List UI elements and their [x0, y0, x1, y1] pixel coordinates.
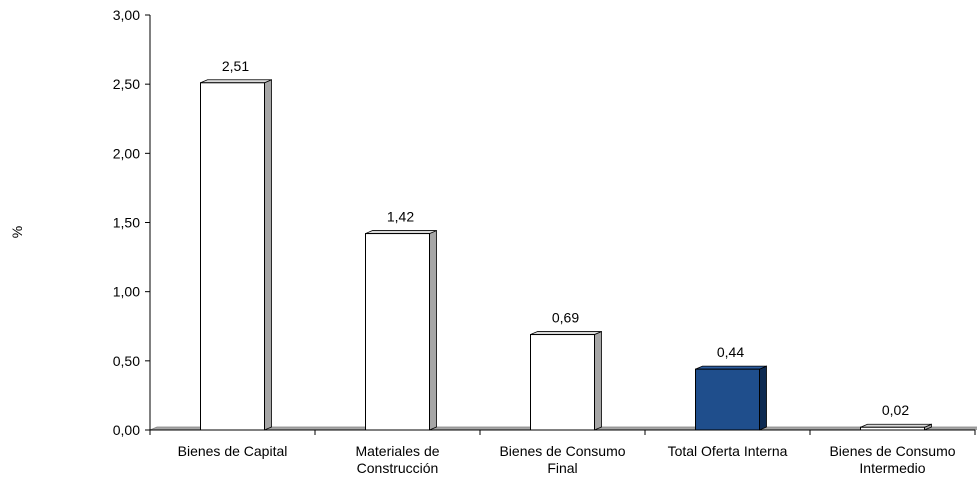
- x-tick-label: Bienes de Capital: [178, 443, 288, 459]
- bar: [365, 233, 430, 431]
- bar-side: [759, 365, 767, 431]
- x-tick-label: Total Oferta Interna: [668, 443, 788, 459]
- data-label: 1,42: [387, 209, 414, 225]
- bar-side: [594, 330, 602, 431]
- data-label: 0,02: [882, 402, 909, 418]
- x-tick-label: Bienes de Consumo: [499, 443, 625, 459]
- data-label: 0,69: [552, 310, 579, 326]
- y-axis-label: %: [9, 226, 25, 238]
- bar: [860, 426, 925, 431]
- y-tick-label: 3,00: [113, 7, 140, 23]
- y-tick-label: 2,00: [113, 145, 140, 161]
- x-tick-label: Construcción: [357, 460, 439, 476]
- y-tick-label: 2,50: [113, 76, 140, 92]
- y-tick-label: 0,50: [113, 353, 140, 369]
- bar-side: [429, 229, 437, 431]
- y-tick-label: 0,00: [113, 422, 140, 438]
- data-label: 2,51: [222, 58, 249, 74]
- bar: [530, 334, 595, 431]
- y-tick-label: 1,00: [113, 284, 140, 300]
- data-label: 0,44: [717, 344, 744, 360]
- bar: [200, 82, 265, 431]
- bar: [695, 368, 760, 431]
- y-tick-label: 1,50: [113, 215, 140, 231]
- x-tick-label: Final: [547, 460, 577, 476]
- x-tick-label: Bienes de Consumo: [829, 443, 955, 459]
- bar-side: [264, 79, 272, 431]
- x-tick-label: Materiales de: [355, 443, 439, 459]
- x-tick-label: Intermedio: [859, 460, 925, 476]
